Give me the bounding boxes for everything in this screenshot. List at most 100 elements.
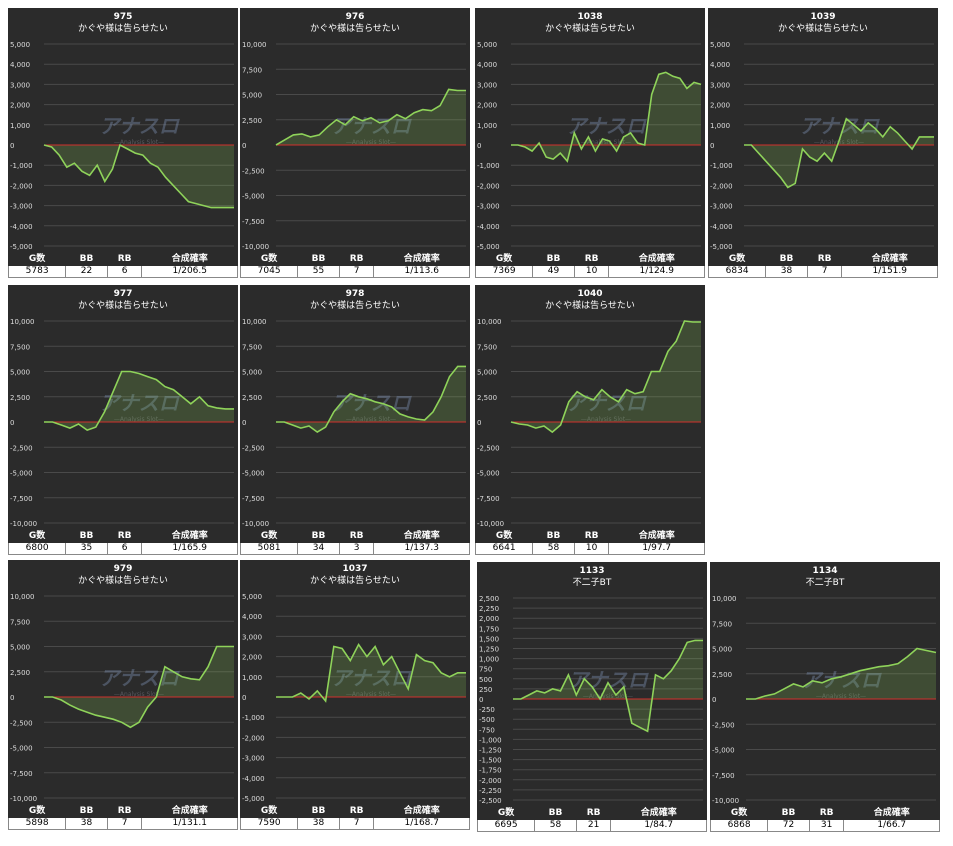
y-tick-label: 0 bbox=[242, 142, 246, 150]
watermark-sub: —Analysis Slot— bbox=[114, 139, 164, 146]
watermark-sub: —Analysis Slot— bbox=[583, 693, 633, 700]
watermark: アナスロ bbox=[99, 666, 181, 690]
table-cell: 合成確率 bbox=[608, 530, 705, 543]
y-tick-label: 7,500 bbox=[477, 343, 497, 351]
table-cell: RB bbox=[575, 807, 612, 820]
y-tick-label: 0 bbox=[10, 694, 14, 702]
table-cell: BB bbox=[65, 253, 108, 266]
table-cell: 58 bbox=[534, 819, 577, 832]
table-cell: 1/206.5 bbox=[141, 265, 238, 278]
panel: 979 かぐや様は告らせたい 10,000 7,500 5,000 2,500 0 -2,50… bbox=[7, 560, 238, 830]
y-tick-label: 1,250 bbox=[479, 646, 499, 654]
area bbox=[44, 145, 234, 208]
line bbox=[43, 143, 234, 209]
y-tick-label: 4,000 bbox=[10, 61, 30, 69]
table-cell: 1/137.3 bbox=[373, 542, 470, 555]
table-cell: BB bbox=[65, 530, 108, 543]
line bbox=[44, 370, 234, 431]
y-tick-label: 0 bbox=[10, 419, 14, 427]
table-cell: 38 bbox=[65, 817, 108, 830]
watermark: アナスロ bbox=[801, 668, 883, 692]
chart-title: 1134 bbox=[812, 566, 837, 576]
y-tick-label: 2,000 bbox=[10, 102, 30, 110]
y-tick-label: 1,000 bbox=[710, 122, 730, 130]
y-tick-label: -2,500 bbox=[242, 444, 265, 452]
table-row: 6868 72 31 1/66.7 bbox=[709, 819, 940, 832]
table-cell: RB bbox=[338, 805, 375, 818]
stats-table: G数 BB RB 合成確率 5081 34 3 1/137.3 bbox=[239, 530, 470, 555]
line bbox=[746, 647, 937, 700]
y-tick-label: 1,000 bbox=[477, 122, 497, 130]
y-tick-label: -2,500 bbox=[712, 721, 735, 729]
chart-subtitle: かぐや様は告らせたい bbox=[310, 22, 400, 34]
watermark: アナスロ bbox=[99, 391, 181, 415]
y-tick-label: 0 bbox=[477, 419, 481, 427]
chart-subtitle: かぐや様は告らせたい bbox=[545, 22, 635, 34]
y-tick-label: 2,500 bbox=[10, 669, 30, 677]
table-cell: 7 bbox=[806, 265, 843, 278]
y-tick-label: 10,000 bbox=[477, 318, 502, 326]
table-cell: 35 bbox=[65, 542, 108, 555]
panel: 1039 かぐや様は告らせたい 5,000 4,000 3,000 2,000 1,000 0… bbox=[707, 8, 938, 278]
table-cell: 7590 bbox=[239, 817, 299, 830]
table-cell: RB bbox=[338, 253, 375, 266]
watermark-sub: —Analysis Slot— bbox=[346, 691, 396, 698]
panel: 1133 不二子BT 2,500 2,250 2,000 1,750 1,500 1,250 1… bbox=[476, 562, 707, 832]
table-cell: 1/131.1 bbox=[141, 817, 238, 830]
y-tick-label: 7,500 bbox=[712, 620, 732, 628]
table-row: G数 BB RB 合成確率 bbox=[474, 253, 705, 266]
table-cell: BB bbox=[297, 530, 340, 543]
y-tick-label: 3,000 bbox=[477, 81, 497, 89]
y-tick-label: 250 bbox=[479, 686, 492, 694]
table-cell: 5898 bbox=[7, 817, 67, 830]
y-tick-label: 10,000 bbox=[10, 318, 35, 326]
y-tick-label: 1,000 bbox=[242, 674, 262, 682]
y-tick-label: -5,000 bbox=[242, 795, 265, 803]
table-cell: RB bbox=[106, 805, 143, 818]
table-row: G数 BB RB 合成確率 bbox=[7, 253, 238, 266]
table-cell: 6 bbox=[106, 542, 143, 555]
table-cell: 6695 bbox=[476, 819, 536, 832]
y-tick-label: 2,000 bbox=[710, 102, 730, 110]
chart-subtitle: かぐや様は告らせたい bbox=[310, 299, 400, 311]
table-cell: 合成確率 bbox=[141, 530, 238, 543]
chart-title: 1039 bbox=[810, 12, 835, 22]
watermark: アナスロ bbox=[566, 114, 648, 138]
area bbox=[276, 644, 466, 701]
y-tick-label: -1,750 bbox=[479, 767, 502, 775]
area bbox=[44, 646, 234, 728]
y-tick-label: -4,000 bbox=[10, 223, 33, 231]
table-cell: G数 bbox=[707, 253, 767, 266]
y-tick-label: -2,000 bbox=[710, 182, 733, 190]
y-tick-label: 4,000 bbox=[477, 61, 497, 69]
table-cell: 5081 bbox=[239, 542, 299, 555]
chart-subtitle: かぐや様は告らせたい bbox=[78, 22, 168, 34]
y-tick-label: -2,500 bbox=[477, 444, 500, 452]
y-tick-label: -7,500 bbox=[242, 495, 265, 503]
table-cell: BB bbox=[534, 807, 577, 820]
table-cell: G数 bbox=[474, 253, 534, 266]
table-cell: 合成確率 bbox=[608, 253, 705, 266]
y-tick-label: -2,500 bbox=[10, 719, 33, 727]
stats-table: G数 BB RB 合成確率 6800 35 6 1/165.9 bbox=[7, 530, 238, 555]
table-cell: RB bbox=[806, 253, 843, 266]
table-cell: G数 bbox=[7, 253, 67, 266]
table-row: G数 BB RB 合成確率 bbox=[7, 805, 238, 818]
table-cell: 38 bbox=[765, 265, 808, 278]
y-tick-label: -7,500 bbox=[477, 495, 500, 503]
watermark-sub: —Analysis Slot— bbox=[346, 139, 396, 146]
table-cell: 1/151.9 bbox=[841, 265, 938, 278]
table-cell: 1/97.7 bbox=[608, 542, 705, 555]
panel: 975 かぐや様は告らせたい 5,000 4,000 3,000 2,000 1,000 0 -… bbox=[7, 8, 238, 278]
panel: 976 かぐや様は告らせたい 10,000 7,500 5,000 2,500 0 -2,50… bbox=[239, 8, 470, 278]
y-tick-label: -5,000 bbox=[477, 243, 500, 251]
watermark-sub: —Analysis Slot— bbox=[114, 416, 164, 423]
table-cell: G数 bbox=[239, 805, 299, 818]
y-tick-label: -4,000 bbox=[477, 223, 500, 231]
table-row: G数 BB RB 合成確率 bbox=[239, 253, 470, 266]
chart-subtitle: かぐや様は告らせたい bbox=[778, 22, 868, 34]
table-cell: 72 bbox=[767, 819, 810, 832]
